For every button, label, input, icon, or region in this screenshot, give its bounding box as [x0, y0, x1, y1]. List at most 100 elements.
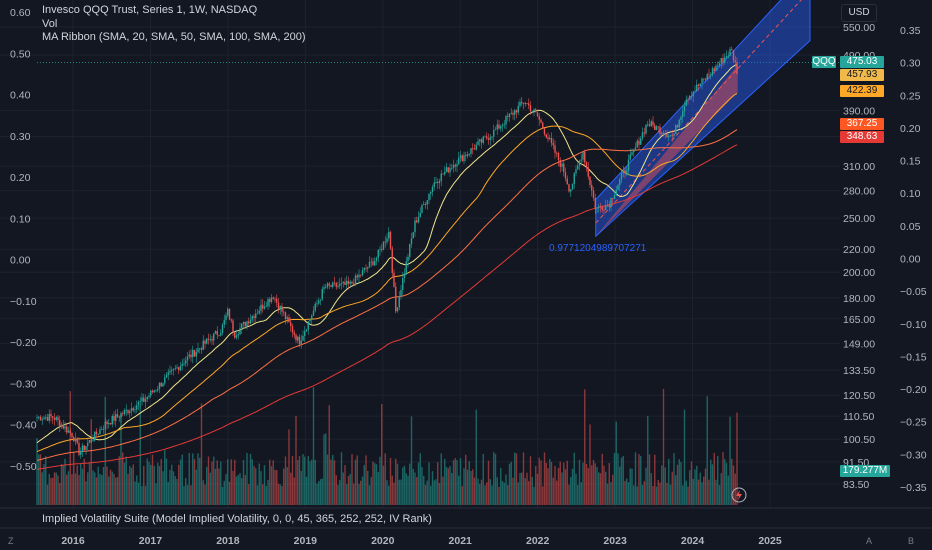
time-axis[interactable]: 2016 2017 2018 2019 2020 2021 2022 2023 2024 2025 — [0, 507, 932, 547]
volume-bar — [174, 476, 176, 505]
ma-ribbon-legend[interactable]: MA Ribbon (SMA, 20, SMA, 50, SMA, 100, S… — [42, 31, 306, 43]
volume-bar — [304, 456, 306, 505]
timezone-icon[interactable]: Z — [8, 536, 14, 546]
candle — [624, 170, 626, 173]
volume-bar — [678, 459, 680, 505]
volume-bar — [116, 477, 119, 505]
candle — [113, 416, 115, 421]
volume-bar — [307, 456, 309, 505]
candle — [244, 321, 246, 327]
channel-annotation: 0.9771204989707271 — [549, 243, 647, 254]
candle — [577, 165, 579, 170]
candle — [652, 121, 654, 126]
candle — [36, 417, 38, 419]
candle — [48, 413, 50, 421]
ma200-price-tag: 348.63 — [840, 131, 884, 143]
volume-bar — [442, 476, 444, 505]
candle — [451, 167, 453, 169]
currency-button[interactable]: USD — [841, 4, 877, 22]
volume-bar — [209, 472, 211, 505]
volume-bar — [272, 460, 274, 505]
volume-bar — [319, 479, 322, 505]
volume-bar — [335, 475, 337, 505]
left-scale-axis[interactable]: 0.60 0.50 0.40 0.30 0.20 0.10 0.00 −0.10 −0.20 −0… — [10, 7, 37, 473]
volume-bar — [620, 457, 623, 505]
volume-bar — [190, 485, 192, 505]
volume-bar — [724, 459, 726, 505]
volume-bar — [608, 463, 610, 505]
candle — [202, 340, 204, 350]
channel-median-line — [595, 0, 802, 224]
price-tick-label: 100.50 — [843, 434, 875, 446]
candle — [162, 383, 164, 387]
volume-bar — [615, 421, 617, 505]
left-tick-label: −0.30 — [10, 378, 37, 390]
candle — [57, 417, 59, 420]
candle — [391, 248, 393, 273]
volume-bar — [722, 452, 724, 505]
volume-bar — [449, 466, 451, 505]
candle — [291, 326, 294, 333]
volume-bar — [610, 482, 612, 505]
candle — [629, 154, 631, 160]
candle — [494, 129, 497, 131]
volume-bar — [661, 465, 663, 505]
candle — [445, 167, 448, 172]
candle — [487, 138, 490, 140]
volume-bar — [675, 475, 677, 505]
candle — [377, 249, 379, 259]
candle — [174, 368, 176, 370]
volume-bar — [701, 482, 703, 505]
settings-icon[interactable]: B — [908, 536, 915, 546]
far-right-scale-axis[interactable]: 0.35 0.30 0.25 0.20 0.15 0.10 0.05 0.00 −0.05 −0.… — [900, 25, 927, 494]
volume-bar — [213, 456, 215, 505]
volume-bar — [473, 477, 476, 505]
volume-bar — [311, 459, 313, 505]
candle — [507, 116, 509, 118]
volume-bar — [255, 468, 257, 505]
candle — [454, 164, 456, 167]
volume-bar — [249, 453, 252, 505]
candle — [542, 122, 544, 129]
candle — [552, 143, 554, 146]
price-axis[interactable]: 550.00490.00390.00350.00310.00280.00250.… — [843, 22, 875, 491]
candle — [363, 268, 365, 271]
volume-bar — [340, 452, 343, 505]
volume-bar — [298, 456, 301, 505]
candle — [636, 140, 638, 148]
candle — [699, 83, 701, 86]
candle — [55, 417, 57, 420]
candle — [368, 261, 371, 268]
candle — [613, 195, 616, 199]
volume-bar — [578, 459, 581, 505]
volume-bar — [514, 452, 516, 505]
ma-line-sma-200 — [36, 144, 738, 470]
volume-legend[interactable]: Vol — [42, 18, 58, 30]
candle — [421, 205, 423, 213]
volume-bar — [549, 459, 551, 505]
candle — [265, 306, 267, 308]
candle — [361, 270, 364, 276]
candle — [332, 282, 334, 287]
symbol-title[interactable]: Invesco QQQ Trust, Series 1, 1W, NASDAQ — [42, 4, 258, 16]
volume-bar — [122, 452, 124, 505]
left-tick-label: 0.00 — [10, 255, 31, 267]
volume-bar — [550, 461, 553, 505]
volume-bar — [377, 472, 379, 505]
auto-scale-icon[interactable]: A — [866, 536, 873, 546]
lightning-icon[interactable] — [731, 487, 747, 503]
volume-bar — [162, 471, 164, 505]
iv-suite-legend[interactable]: Implied Volatility Suite (Model Implied … — [42, 513, 432, 525]
candle — [360, 274, 362, 276]
candle — [715, 65, 717, 71]
price-tick-label: 120.50 — [843, 390, 875, 402]
volume-bar — [613, 453, 616, 505]
candle — [123, 409, 126, 415]
volume-bar — [703, 476, 705, 505]
volume-bar — [459, 458, 462, 505]
candle — [599, 206, 602, 208]
candle — [94, 431, 96, 441]
candle — [335, 283, 337, 287]
volume-bar — [78, 474, 80, 505]
